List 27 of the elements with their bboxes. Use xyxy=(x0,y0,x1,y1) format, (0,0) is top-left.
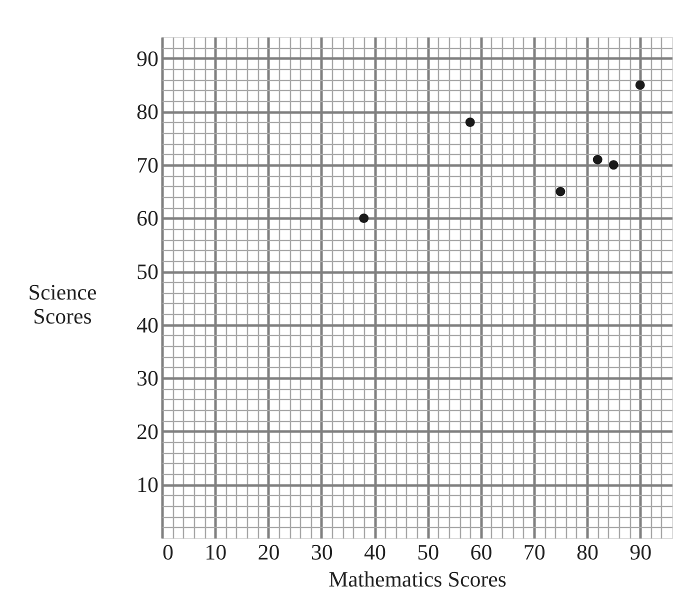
point xyxy=(635,80,645,90)
y-tick-label: 40 xyxy=(136,312,158,338)
x-tick-label: 70 xyxy=(523,540,546,564)
x-tick-label: 90 xyxy=(630,540,652,564)
point xyxy=(592,154,602,164)
point xyxy=(359,213,369,223)
x-tick-label: 0 xyxy=(162,540,174,564)
y-tick-label: 60 xyxy=(136,206,158,231)
point xyxy=(556,186,566,196)
y-tick-label: 30 xyxy=(136,366,158,391)
y-tick-label: 70 xyxy=(136,152,158,178)
x-tick-label: 10 xyxy=(204,540,227,564)
x-tick-label: 30 xyxy=(310,540,333,564)
y-axis-title: Science Scores xyxy=(28,280,97,328)
y-tick-label: 80 xyxy=(136,99,158,124)
y-tick-label: 10 xyxy=(136,472,158,498)
point xyxy=(465,118,475,128)
x-tick-label: 80 xyxy=(576,540,598,564)
y-tick-label: 90 xyxy=(136,46,158,71)
y-tick-label: 20 xyxy=(136,418,158,444)
x-tick-label: 40 xyxy=(364,540,386,564)
x-axis-title: Mathematics Scores xyxy=(328,566,506,592)
x-tick-label: 60 xyxy=(470,540,492,564)
x-tick-label: 20 xyxy=(258,540,280,564)
point xyxy=(608,160,618,170)
y-tick-label: 50 xyxy=(136,259,158,284)
x-tick-label: 50 xyxy=(417,540,440,564)
